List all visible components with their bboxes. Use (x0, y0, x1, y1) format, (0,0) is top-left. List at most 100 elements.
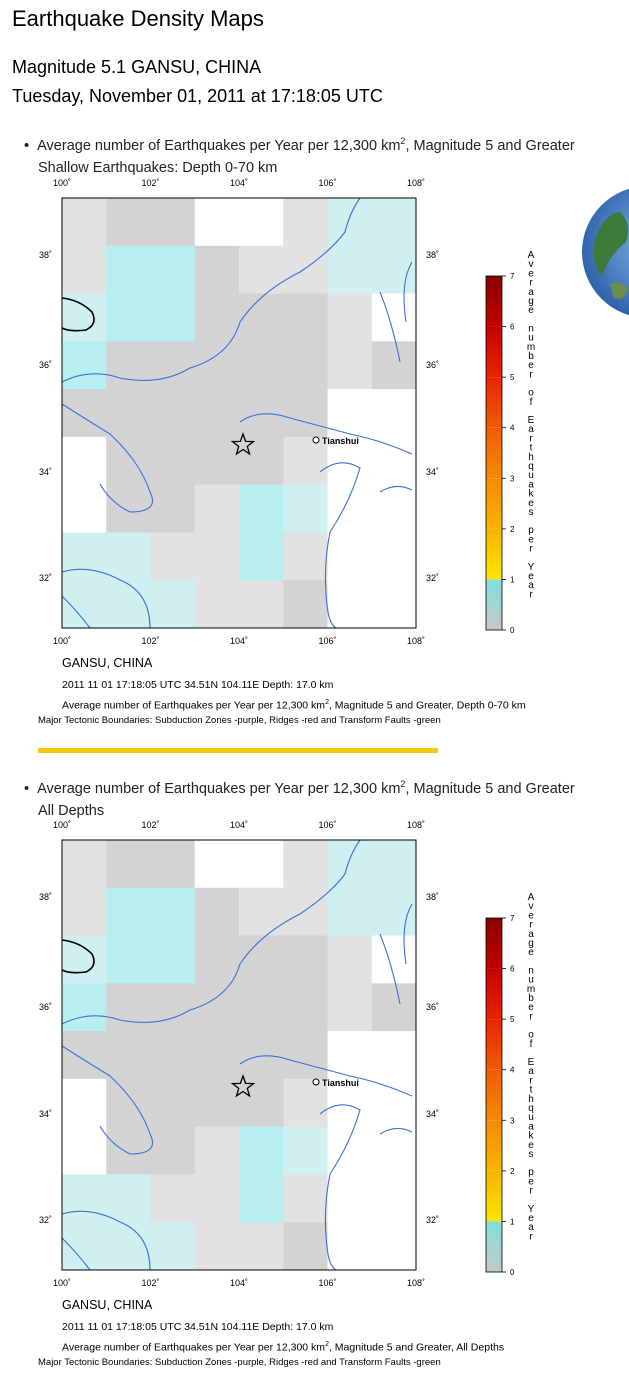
lon-tick-label: 108˚ (407, 1278, 425, 1288)
density-cell (239, 389, 284, 438)
density-cell (371, 341, 417, 390)
density-cell (371, 887, 417, 937)
river-line (379, 291, 401, 363)
lat-tick-label: 34˚ (39, 1109, 52, 1119)
density-cell (239, 1222, 284, 1271)
bullet-icon: • (24, 137, 38, 154)
river-line (403, 261, 413, 323)
density-cell (150, 983, 196, 1032)
heading-text: Average number of Earthquakes per Year p… (37, 780, 401, 797)
river-line (239, 1055, 413, 1097)
colorbar-segment (486, 1069, 502, 1121)
caption-avg-tail: , Magnitude 5 and Greater, Depth 0-70 km (328, 699, 526, 712)
panel-2-heading: • Average number of Earthquakes per Year… (24, 779, 575, 797)
density-cell (62, 245, 107, 295)
river-line (61, 839, 361, 1025)
density-cell (371, 389, 417, 438)
heading-tail: , Magnitude 5 and Greater (405, 780, 575, 797)
colorbar-segment (486, 1221, 502, 1272)
density-cell (194, 935, 240, 984)
event-title: Magnitude 5.1 GANSU, CHINA (12, 57, 262, 77)
density-cell (106, 840, 151, 889)
density-cell (239, 436, 284, 486)
density-cell (106, 1126, 151, 1175)
lake-outline (61, 297, 95, 332)
density-cell (194, 389, 240, 438)
density-cell (327, 293, 373, 342)
caption-avg-tail: , Magnitude 5 and Greater, All Depths (328, 1341, 505, 1354)
density-cell (327, 983, 373, 1032)
page-title: Earthquake Density Maps (12, 6, 264, 31)
lon-tick-label: 108˚ (407, 636, 425, 646)
river-line (61, 1210, 151, 1271)
density-cell (371, 1174, 417, 1223)
caption-event: 2011 11 01 17:18:05 UTC 34.51N 104.11E D… (62, 1321, 334, 1333)
river-line (61, 197, 361, 383)
density-cell (327, 1031, 373, 1080)
lat-tick-label: 36˚ (39, 1002, 52, 1012)
panel-1-depth: Shallow Earthquakes: Depth 0-70 km (38, 160, 278, 176)
density-cell (371, 293, 417, 342)
caption-avg-sup: 2 (325, 1341, 329, 1348)
density-cell (194, 341, 240, 390)
lon-tick-label: 106˚ (318, 820, 336, 830)
density-cell (194, 1174, 240, 1223)
density-cell (371, 436, 417, 486)
colorbar-frame (485, 275, 503, 631)
density-cell (194, 293, 240, 342)
caption-location: GANSU, CHINA (62, 656, 153, 670)
density-cell (283, 484, 328, 533)
colorbar-tick-label: 5 (510, 1015, 515, 1024)
colorbar-segment (486, 377, 502, 428)
colorbar-segment (486, 1019, 502, 1070)
density-cell (194, 484, 240, 533)
colorbar-tick-label: 0 (510, 1268, 515, 1277)
density-cell (150, 887, 196, 937)
density-cell (327, 1174, 373, 1223)
density-cell (239, 1031, 284, 1080)
river-line (61, 1237, 91, 1271)
lat-tick-label: 32˚ (426, 1215, 439, 1225)
colorbar-segment (486, 1170, 502, 1222)
map-frame (61, 839, 417, 1271)
density-cell (239, 198, 284, 247)
colorbar-segment (486, 478, 502, 529)
caption-avg-text: Average number of Earthquakes per Year p… (62, 1341, 326, 1354)
density-cell (62, 1174, 107, 1223)
colorbar-tick-label: 1 (510, 1217, 515, 1226)
density-cell (327, 532, 373, 581)
density-cell (62, 935, 107, 984)
colorbar-tick-label: 3 (510, 1116, 515, 1125)
density-cell (62, 198, 107, 247)
lat-tick-label: 34˚ (426, 467, 439, 477)
density-cell (371, 840, 417, 889)
density-cell (150, 389, 196, 438)
density-cell (106, 1031, 151, 1080)
density-cell (327, 1222, 373, 1271)
density-cell (327, 436, 373, 486)
globe-image (582, 188, 629, 316)
density-cell (283, 245, 328, 295)
density-cell (62, 293, 107, 342)
density-cell (150, 245, 196, 295)
density-cell (283, 341, 328, 390)
density-map-all-depths: 100˚ 100˚ 102˚ 102˚ 104˚ 104˚ 106˚ 106˚ 108˚ 108˚… (39, 820, 535, 1288)
density-cell (150, 532, 196, 581)
lat-tick-label: 38˚ (39, 892, 52, 902)
density-cell (194, 887, 240, 937)
density-cell (194, 1126, 240, 1175)
density-cell (106, 983, 151, 1032)
colorbar-tick-label: 2 (510, 525, 515, 534)
colorbar-tick-label: 7 (510, 272, 515, 281)
lon-tick-label: 100˚ (53, 820, 71, 830)
heading-sup: 2 (400, 136, 406, 146)
lon-tick-label: 104˚ (230, 178, 248, 188)
lon-tick-label: 100˚ (53, 1278, 71, 1288)
density-cell (62, 1031, 107, 1080)
density-cell (371, 935, 417, 984)
density-cell (62, 389, 107, 438)
lon-tick-label: 104˚ (230, 636, 248, 646)
